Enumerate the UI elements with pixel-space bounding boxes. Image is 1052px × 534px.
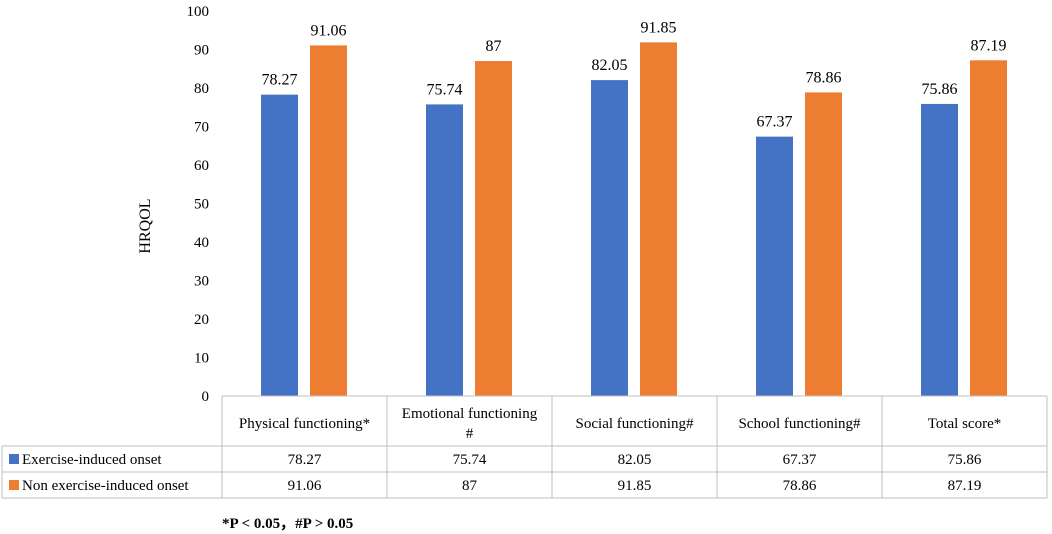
- legend-swatch: [9, 480, 19, 490]
- table-cell-value: 91.06: [288, 478, 322, 494]
- bar-data-label: 82.05: [592, 57, 628, 74]
- y-tick-label: 50: [194, 197, 209, 213]
- footnote: *P < 0.05，#P > 0.05: [222, 516, 354, 532]
- table-cell-value: 75.74: [453, 452, 487, 468]
- category-label: Total score*: [928, 416, 1002, 432]
- chart: 0 10 20 30 40 50 60 70 80 90 100 HRQOL 78.27 75.74 82.…: [1, 4, 1048, 499]
- category-label: School functioning#: [738, 416, 861, 432]
- legend-label: Non exercise-induced onset: [22, 478, 189, 494]
- bar-exercise: [756, 136, 793, 397]
- bar-data-label: 75.86: [922, 81, 958, 98]
- table-cell-value: 78.86: [783, 478, 817, 494]
- table-cell-value: 67.37: [783, 452, 817, 468]
- bar-data-label: 91.06: [311, 22, 347, 39]
- bar-data-label: 78.86: [806, 69, 842, 86]
- category-label: Physical functioning*: [239, 416, 370, 432]
- legend-swatch: [9, 454, 19, 464]
- legend-label: Exercise-induced onset: [22, 452, 162, 468]
- y-tick-label: 0: [202, 389, 210, 405]
- bar-non-exercise: [475, 61, 512, 397]
- bar-non-exercise: [640, 42, 677, 396]
- category-label: Social functioning#: [576, 416, 694, 432]
- bar-data-label: 87: [486, 38, 502, 55]
- bar-non-exercise: [310, 45, 347, 396]
- bar-data-label: 67.37: [757, 114, 793, 131]
- bar-non-exercise: [805, 92, 842, 396]
- y-axis-title: HRQOL: [137, 198, 154, 253]
- bar-data-label: 78.27: [262, 72, 298, 89]
- table-cell-value: 82.05: [618, 452, 652, 468]
- table-cell-value: 75.86: [948, 452, 982, 468]
- y-tick-label: 100: [187, 4, 210, 20]
- category-label: #: [466, 426, 474, 442]
- table-cell-value: 91.85: [618, 478, 652, 494]
- category-label: Emotional functioning: [402, 406, 538, 422]
- y-tick-label: 60: [194, 158, 209, 174]
- bar-exercise: [591, 80, 628, 397]
- bar-data-label: 87.19: [971, 37, 1007, 54]
- bar-exercise: [921, 103, 958, 397]
- bar-data-label: 91.85: [641, 19, 677, 36]
- y-tick-label: 80: [194, 81, 209, 97]
- y-tick-label: 30: [194, 274, 209, 290]
- bar-exercise: [426, 104, 463, 396]
- y-tick-label: 70: [194, 120, 209, 136]
- table-cell-value: 78.27: [288, 452, 322, 468]
- bar-data-label: 75.74: [427, 81, 463, 98]
- bar-non-exercise: [970, 60, 1007, 396]
- bar-exercise: [261, 94, 298, 397]
- y-tick-label: 20: [194, 312, 209, 328]
- y-tick-label: 10: [194, 351, 209, 367]
- table-cell-value: 87.19: [948, 478, 982, 494]
- y-tick-label: 90: [194, 43, 209, 59]
- y-tick-label: 40: [194, 235, 209, 251]
- table-cell-value: 87: [462, 478, 478, 494]
